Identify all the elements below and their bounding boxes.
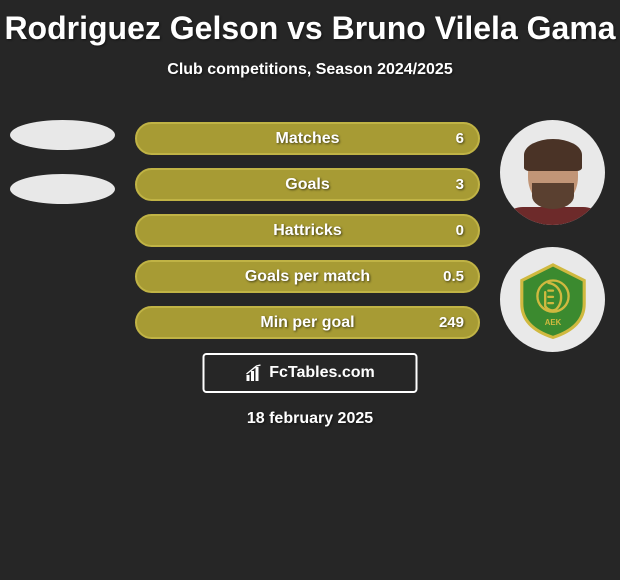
stat-bar-label: Hattricks — [273, 222, 341, 240]
stat-bar-label: Goals — [285, 176, 329, 194]
bar-chart-icon — [245, 364, 263, 382]
stat-bar-value: 6 — [456, 130, 464, 147]
stat-bar-value: 0.5 — [443, 268, 464, 285]
page-date: 18 february 2025 — [0, 410, 620, 428]
stats-bars: Matches 6 Goals 3 Hattricks 0 Goals per match 0… — [135, 122, 480, 352]
player1-avatar-placeholder — [10, 120, 115, 150]
stat-bar-label: Matches — [275, 130, 339, 148]
stat-bar: Matches 6 — [135, 122, 480, 155]
stat-bar-value: 0 — [456, 222, 464, 239]
player2-avatar — [500, 120, 605, 225]
aek-badge-icon: AEK — [514, 261, 592, 339]
left-avatar-column — [10, 120, 115, 228]
stat-bar-value: 3 — [456, 176, 464, 193]
stat-bar: Hattricks 0 — [135, 214, 480, 247]
page-title: Rodriguez Gelson vs Bruno Vilela Gama — [0, 0, 620, 47]
player1-club-placeholder — [10, 174, 115, 204]
stat-bar-label: Goals per match — [245, 268, 370, 286]
stat-bar: Goals per match 0.5 — [135, 260, 480, 293]
brand-text: FcTables.com — [269, 364, 375, 382]
stat-bar: Min per goal 249 — [135, 306, 480, 339]
stat-bar-label: Min per goal — [260, 314, 354, 332]
right-avatar-column: AEK — [500, 120, 605, 352]
player2-club-badge: AEK — [500, 247, 605, 352]
stat-bar: Goals 3 — [135, 168, 480, 201]
subtitle: Club competitions, Season 2024/2025 — [0, 61, 620, 79]
brand-box: FcTables.com — [203, 353, 418, 393]
stat-bar-value: 249 — [439, 314, 464, 331]
svg-text:AEK: AEK — [544, 317, 561, 326]
